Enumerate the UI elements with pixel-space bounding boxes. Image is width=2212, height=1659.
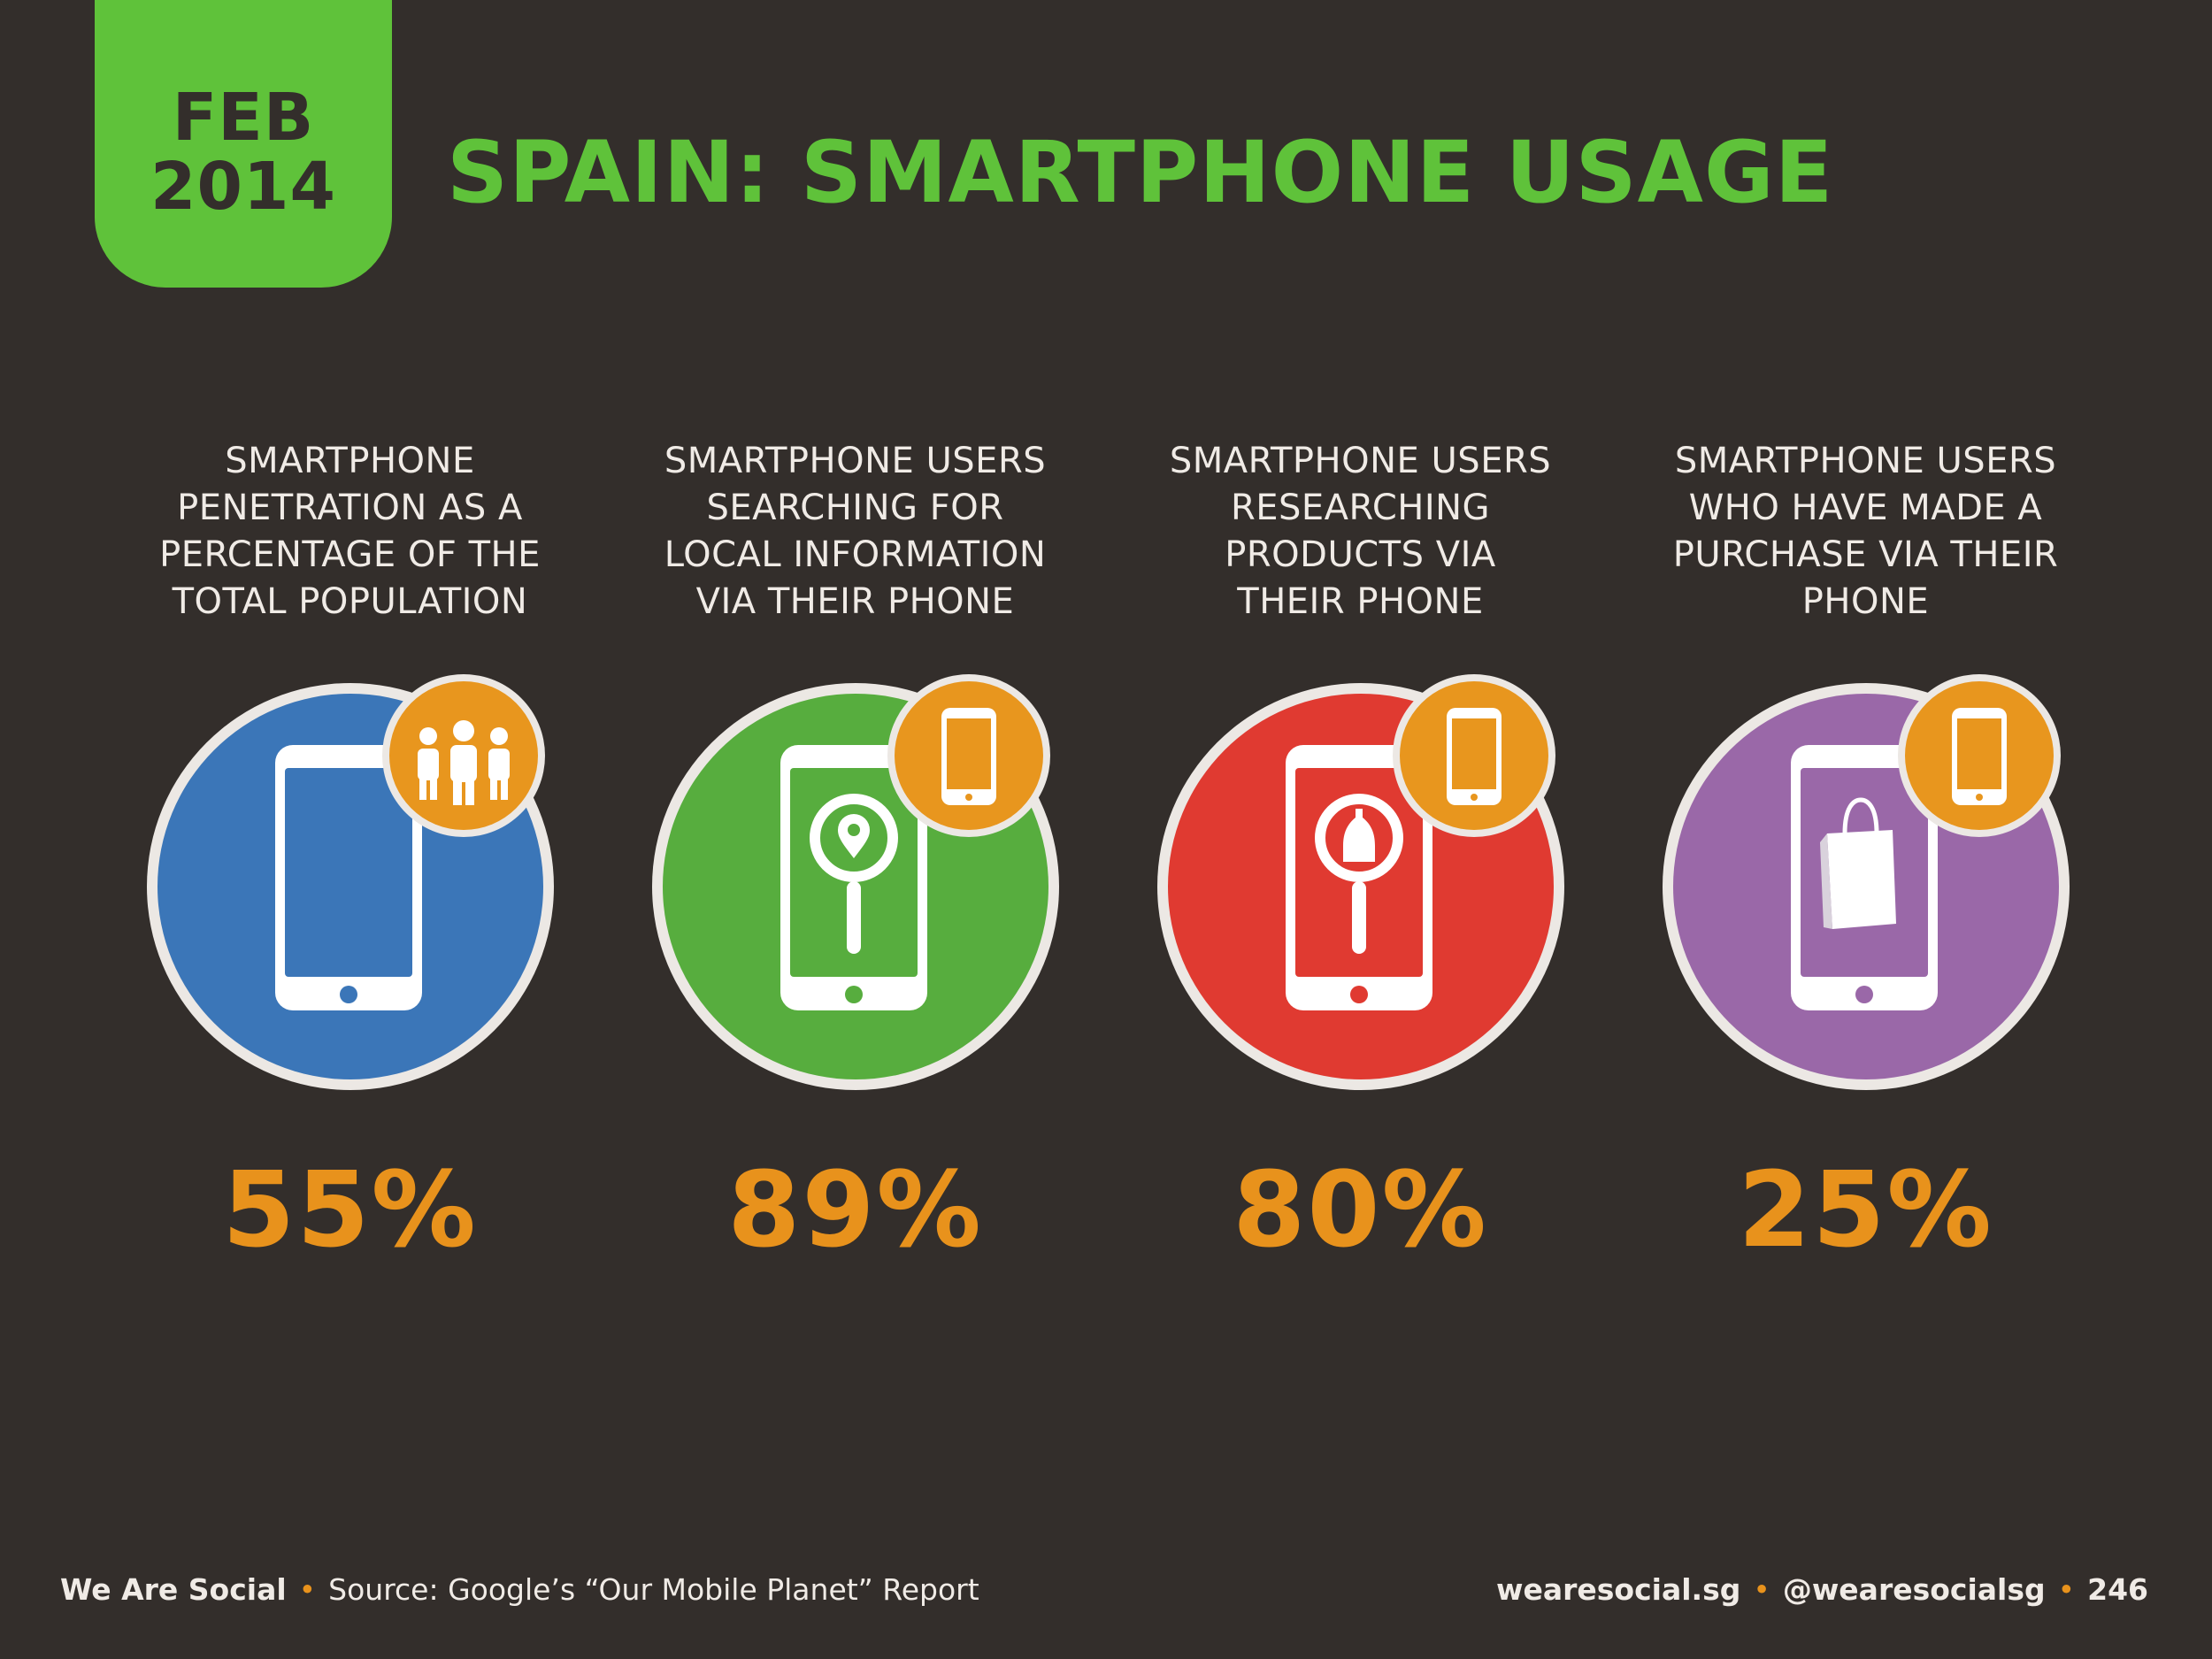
footer-handle[interactable]: @wearesocialsg xyxy=(1782,1572,2046,1607)
people-badge-icon xyxy=(381,674,545,837)
stat-value: 55% xyxy=(222,1148,478,1271)
page-title: SPAIN: SMARTPHONE USAGE xyxy=(447,123,1834,222)
location-search-icon xyxy=(809,794,898,954)
date-badge: FEB 2014 xyxy=(95,0,392,288)
phone-badge-icon xyxy=(1392,674,1555,837)
phone-badge-icon xyxy=(1897,674,2061,837)
stat-value: 89% xyxy=(727,1148,983,1271)
stat-graphic xyxy=(651,674,1059,1090)
product-search-icon xyxy=(1314,794,1403,954)
stat-label: SMARTPHONE USERS WHO HAVE MADE A PURCHAS… xyxy=(1672,441,2059,622)
stat-product-research: SMARTPHONE USERS RESEARCHING PRODUCTS VI… xyxy=(1108,438,1613,1267)
stat-label: SMARTPHONE PENETRATION AS A PERCENTAGE O… xyxy=(159,441,541,622)
footer-source-text: Source: Google’s “Our Mobile Planet” Rep… xyxy=(328,1572,979,1607)
stat-mobile-purchase: SMARTPHONE USERS WHO HAVE MADE A PURCHAS… xyxy=(1613,438,2118,1267)
stat-smartphone-penetration: SMARTPHONE PENETRATION AS A PERCENTAGE O… xyxy=(97,438,603,1267)
stat-graphic xyxy=(1156,674,1564,1090)
footer-source: We Are Social • Source: Google’s “Our Mobi… xyxy=(60,1568,979,1612)
stat-local-search: SMARTPHONE USERS SEARCHING FOR LOCAL INF… xyxy=(603,438,1108,1267)
stat-label: SMARTPHONE USERS SEARCHING FOR LOCAL INF… xyxy=(664,441,1047,622)
stat-label: SMARTPHONE USERS RESEARCHING PRODUCTS VI… xyxy=(1169,441,1552,622)
footer-links: wearesocial.sg • @wearesocialsg • 246 xyxy=(1496,1568,2148,1612)
stat-graphic xyxy=(1662,674,2070,1090)
shopping-bag-icon xyxy=(1819,797,1896,929)
page-number: 246 xyxy=(2087,1572,2148,1607)
footer-brand: We Are Social xyxy=(60,1572,287,1607)
stat-value: 80% xyxy=(1233,1148,1488,1271)
phone-badge-icon xyxy=(887,674,1050,837)
separator-dot: • xyxy=(1753,1572,1770,1607)
smartphone-icon xyxy=(274,745,422,1010)
date-year: 2014 xyxy=(150,148,336,225)
stat-value: 25% xyxy=(1738,1148,1993,1271)
separator-dot: • xyxy=(298,1572,317,1607)
date-month: FEB xyxy=(172,79,315,156)
footer-website[interactable]: wearesocial.sg xyxy=(1495,1572,1741,1607)
separator-dot: • xyxy=(2057,1572,2076,1607)
stat-graphic xyxy=(146,674,554,1090)
